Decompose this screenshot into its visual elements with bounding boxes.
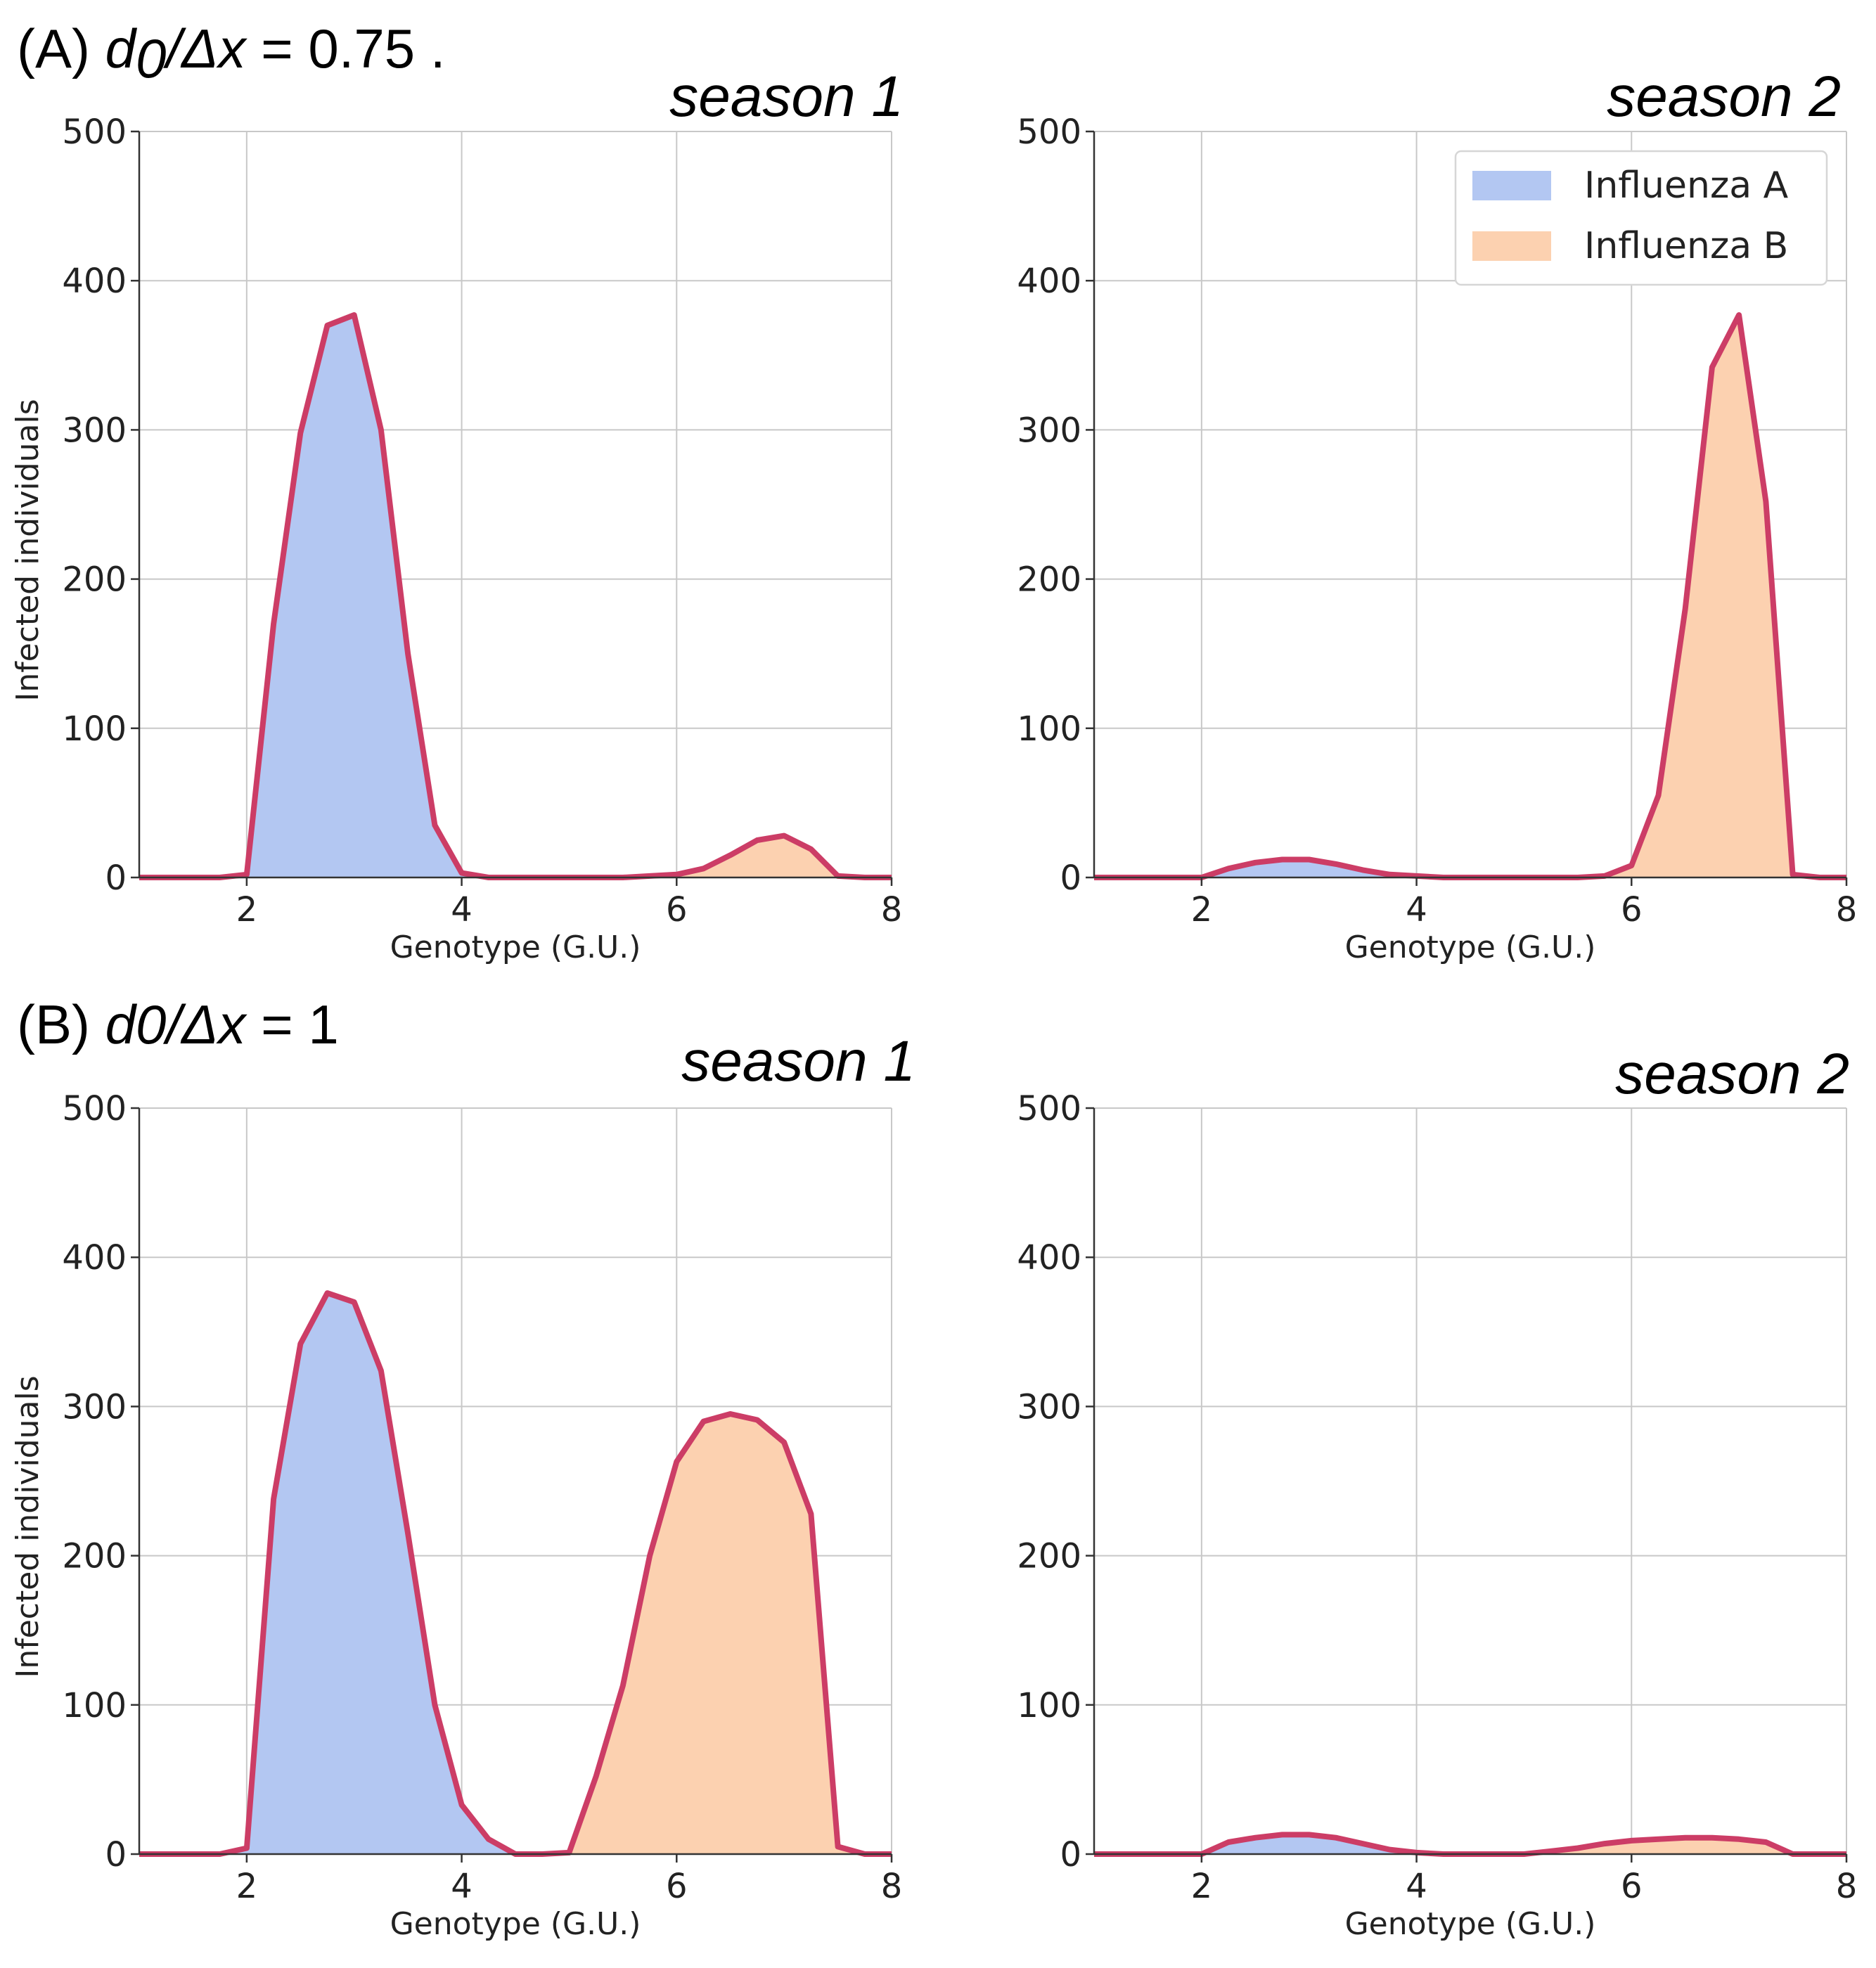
- legend-swatch-b: [1472, 231, 1551, 261]
- legend: Influenza A Influenza B: [1454, 150, 1828, 286]
- y-tick-label: 400: [1017, 262, 1081, 301]
- y-tick-label: 200: [1017, 560, 1081, 600]
- legend-swatch-a: [1472, 171, 1551, 200]
- y-tick-label: 400: [1017, 1238, 1081, 1278]
- area-influenza-a: [1094, 859, 1846, 877]
- season-title: season 2: [1615, 1042, 1849, 1106]
- x-tick-label: 6: [666, 890, 688, 930]
- panel-a-value: = 0.75 .: [245, 18, 446, 79]
- x-tick-label: 4: [451, 890, 473, 930]
- y-tick-label: 200: [62, 560, 127, 600]
- y-tick-label: 300: [1017, 411, 1081, 450]
- area-influenza-a: [139, 315, 892, 877]
- panel-a-var-rest: /Δx: [166, 18, 246, 79]
- y-axis-label: Infected individuals: [10, 399, 46, 701]
- y-tick-label: 500: [62, 112, 127, 152]
- y-tick-label: 400: [62, 262, 127, 301]
- x-tick-label: 2: [236, 890, 258, 930]
- area-influenza-b: [139, 1414, 892, 1854]
- chart-a2: 0 100 200 300 400 500 2 4 6 8 Genotype (G.U.) seaso…: [1017, 65, 1857, 965]
- x-tick-label: 6: [666, 1867, 688, 1906]
- x-tick-label: 4: [451, 1867, 473, 1906]
- y-tick-label: 0: [1060, 1835, 1081, 1874]
- x-tick-label: 4: [1406, 890, 1427, 930]
- x-tick-label: 2: [1191, 1867, 1213, 1906]
- x-axis-label: Genotype (G.U.): [390, 930, 641, 965]
- y-tick-label: 100: [62, 1686, 127, 1725]
- y-tick-label: 100: [1017, 1686, 1081, 1725]
- y-tick-label: 500: [62, 1089, 127, 1128]
- y-tick-label: 0: [105, 1835, 127, 1874]
- y-tick-label: 200: [62, 1537, 127, 1576]
- x-axis-label: Genotype (G.U.): [390, 1906, 641, 1942]
- area-influenza-b: [1094, 315, 1846, 877]
- panel-b-label: (B) d0/Δx = 1: [17, 997, 339, 1052]
- y-tick-label: 400: [62, 1238, 127, 1278]
- x-tick-label: 2: [1191, 890, 1213, 930]
- area-influenza-a: [1094, 1834, 1846, 1854]
- legend-label-b: Influenza B: [1584, 225, 1788, 267]
- legend-label-a: Influenza A: [1584, 165, 1789, 207]
- season-title: season 1: [669, 65, 904, 129]
- chart-a1: 0 100 200 300 400 500 2 4 6 8 Genotype (G.U.) Infec…: [10, 65, 904, 965]
- y-tick-label: 0: [1060, 858, 1081, 898]
- panel-a-subscript: 0: [136, 27, 167, 89]
- x-tick-label: 8: [1836, 1867, 1858, 1906]
- area-influenza-a: [139, 1293, 892, 1854]
- y-tick-label: 300: [1017, 1387, 1081, 1427]
- panel-a-prefix: (A): [17, 18, 105, 79]
- x-tick-label: 4: [1406, 1867, 1427, 1906]
- y-tick-label: 100: [1017, 709, 1081, 749]
- total-outline: [139, 312, 892, 880]
- x-tick-label: 6: [1621, 890, 1643, 930]
- season-title: season 2: [1607, 65, 1841, 129]
- y-tick-label: 0: [105, 858, 127, 898]
- season-title: season 1: [681, 1029, 915, 1093]
- chart-b2: 0 100 200 300 400 500 2 4 6 8 Genotype (G.U.) seaso…: [1017, 1042, 1857, 1942]
- x-axis-label: Genotype (G.U.): [1345, 1906, 1596, 1942]
- panel-b-value: = 1: [245, 993, 339, 1055]
- area-influenza-b: [139, 835, 892, 877]
- y-tick-label: 300: [62, 1387, 127, 1427]
- panel-a-label: (A) d0/Δx = 0.75 .: [17, 21, 446, 86]
- x-tick-label: 6: [1621, 1867, 1643, 1906]
- panel-b-var: d0/Δx: [105, 993, 246, 1055]
- chart-b1: 0 100 200 300 400 500 2 4 6 8 Genotype (G.U.) Infec…: [10, 1029, 915, 1942]
- x-tick-label: 8: [1836, 890, 1858, 930]
- x-tick-label: 8: [881, 1867, 903, 1906]
- y-tick-label: 500: [1017, 1089, 1081, 1128]
- y-axis-label: Infected individuals: [10, 1375, 46, 1678]
- y-tick-label: 500: [1017, 112, 1081, 152]
- y-tick-label: 200: [1017, 1537, 1081, 1576]
- x-tick-label: 2: [236, 1867, 258, 1906]
- y-tick-label: 100: [62, 709, 127, 749]
- x-tick-label: 8: [881, 890, 903, 930]
- panel-b-prefix: (B): [17, 993, 105, 1055]
- x-axis-label: Genotype (G.U.): [1345, 930, 1596, 965]
- y-tick-label: 300: [62, 411, 127, 450]
- panel-a-var: d: [105, 18, 136, 79]
